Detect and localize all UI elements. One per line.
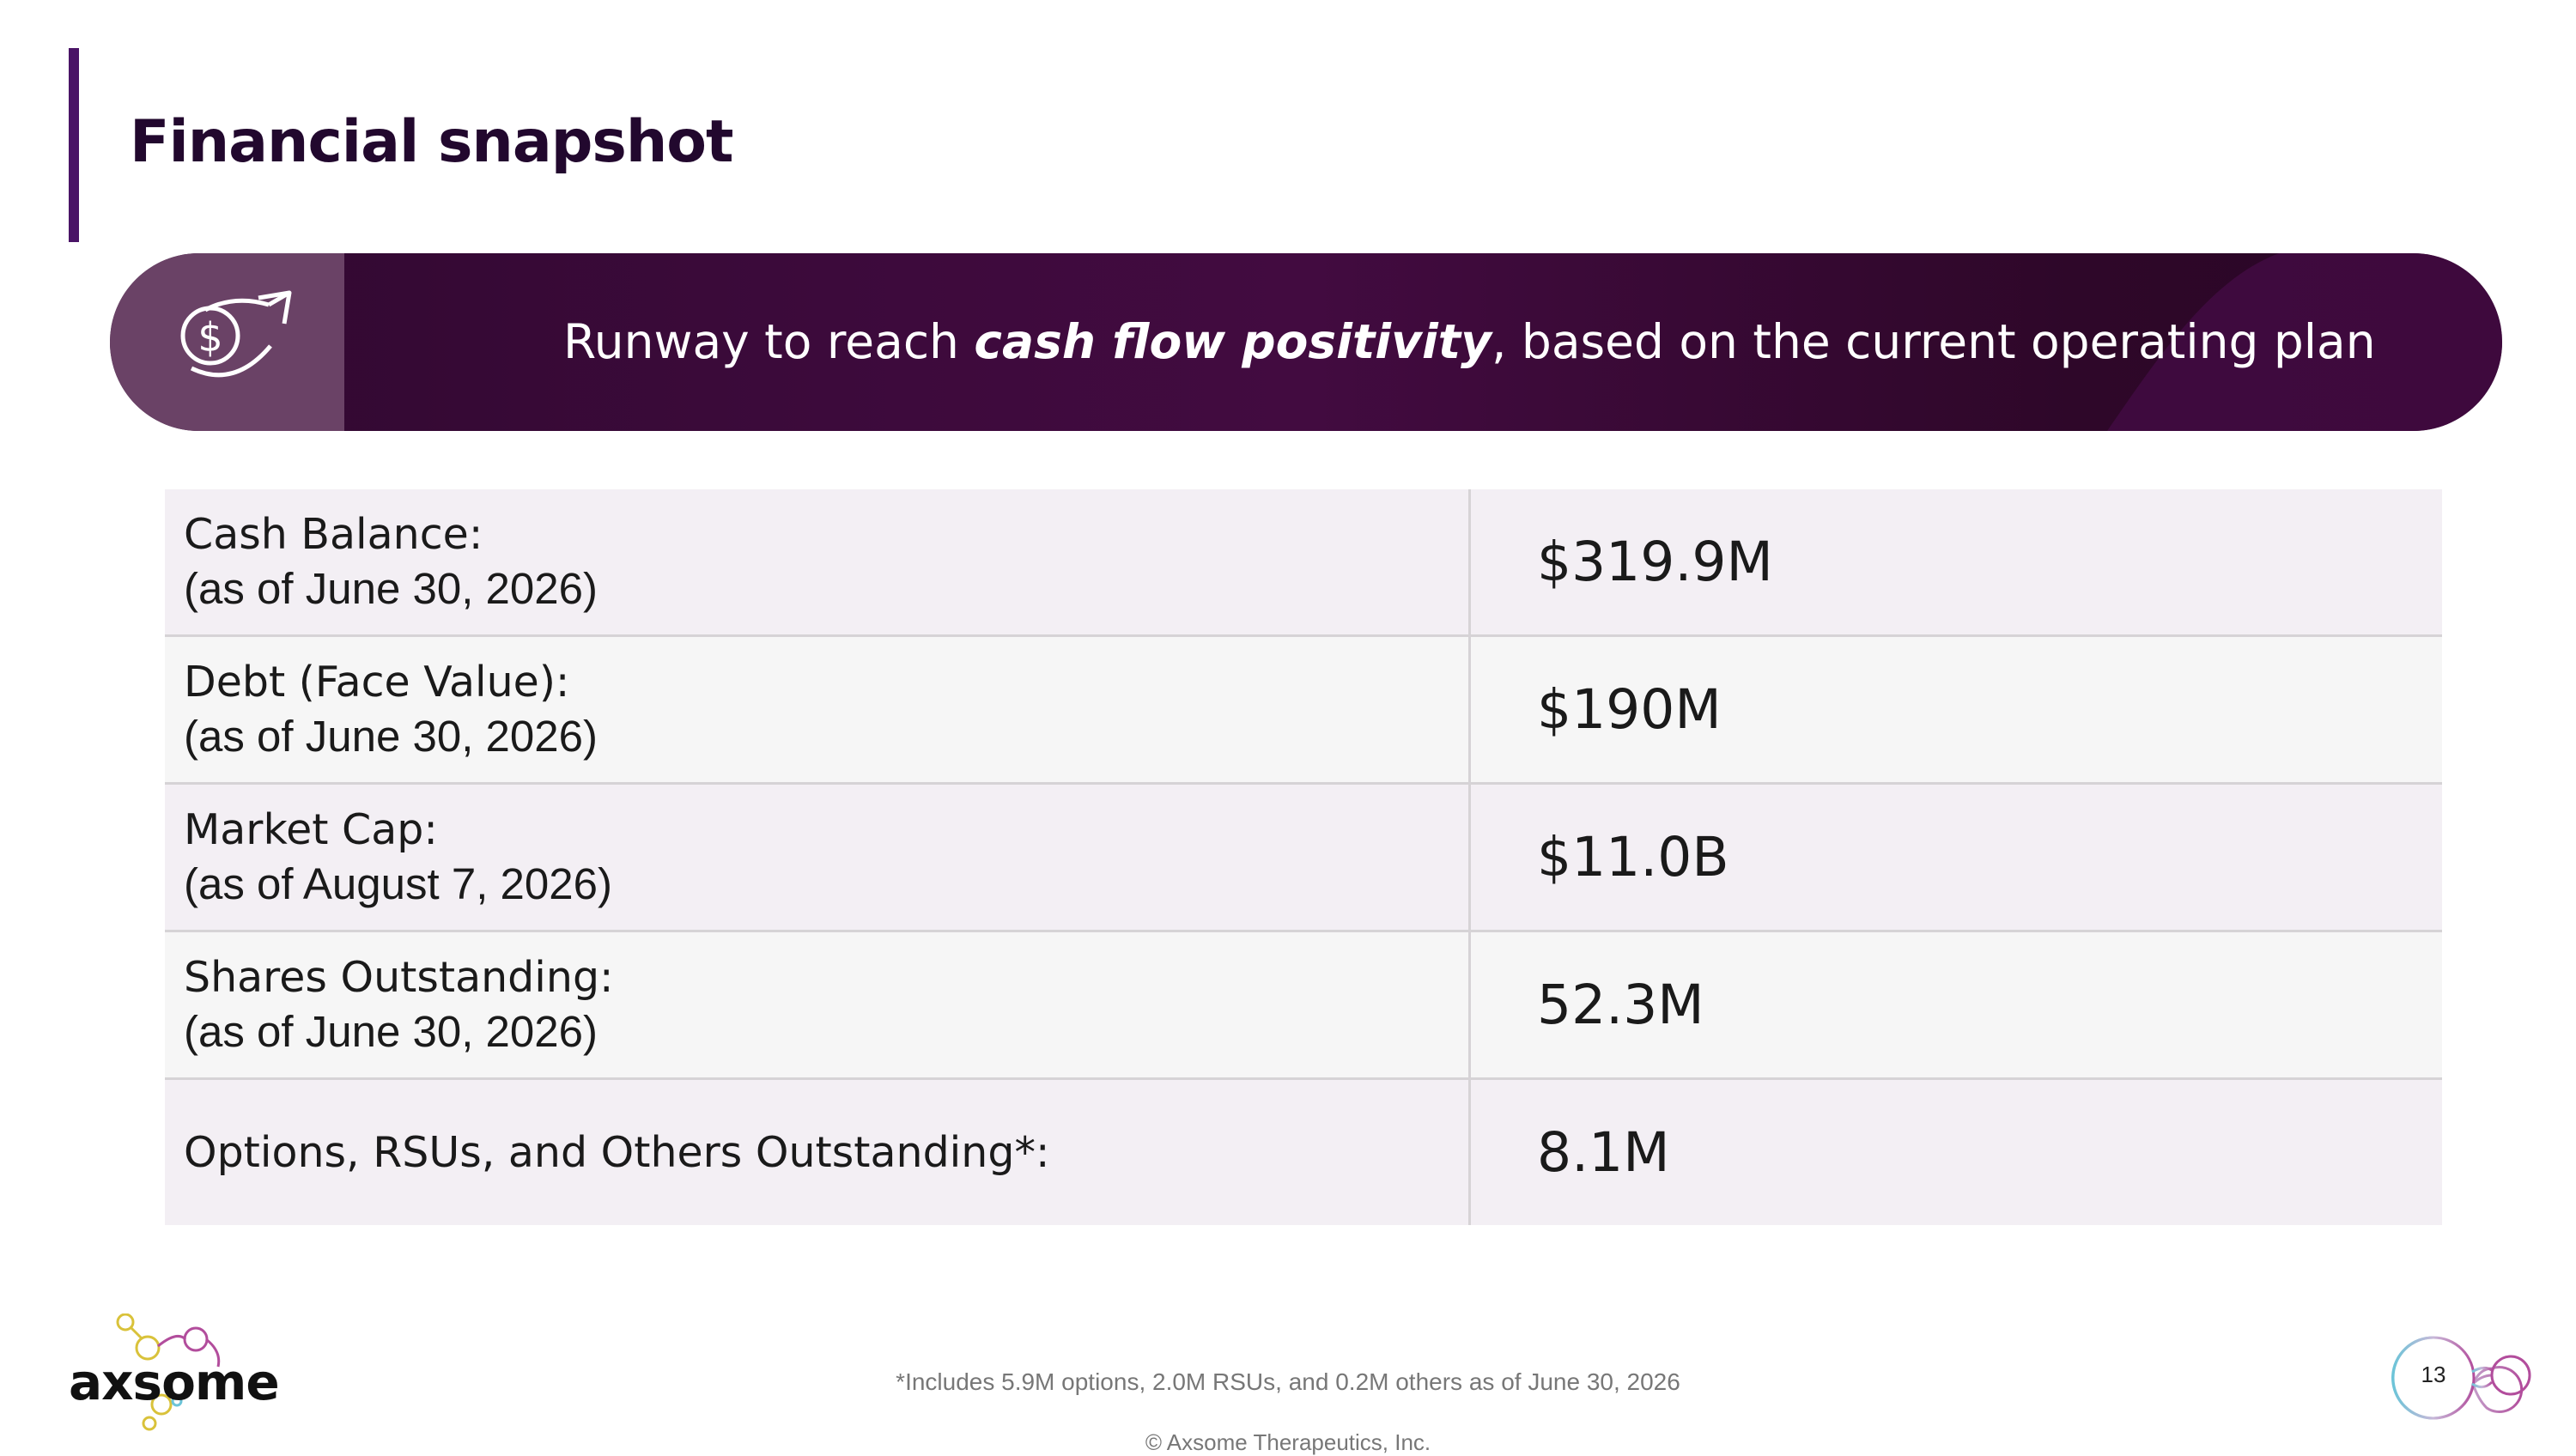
row-value: 8.1M (1537, 1121, 1670, 1184)
row-value: $319.9M (1537, 531, 1773, 593)
row-value: 52.3M (1537, 974, 1704, 1036)
dollar-arrow-icon: $ (180, 290, 292, 378)
banner-text: Runway to reach cash flow positivity, ba… (563, 314, 2376, 369)
table-row: Cash Balance: (as of June 30, 2026) $319… (165, 489, 2442, 637)
table-row: Options, RSUs, and Others Outstanding*: … (165, 1080, 2442, 1225)
page-number: 13 (2421, 1362, 2446, 1387)
copyright: © Axsome Therapeutics, Inc. (1145, 1429, 1431, 1455)
row-label-cell: Debt (Face Value): (as of June 30, 2026) (165, 637, 1471, 782)
row-label: Options, RSUs, and Others Outstanding*: (184, 1127, 1050, 1177)
svg-text:$: $ (197, 314, 222, 361)
row-date: (as of June 30, 2026) (184, 563, 598, 613)
table-row: Shares Outstanding: (as of June 30, 2026… (165, 932, 2442, 1080)
page-number-badge (2391, 1336, 2531, 1420)
banner-decoration (2107, 253, 2502, 431)
row-label: Cash Balance: (184, 509, 483, 559)
footnote: *Includes 5.9M options, 2.0M RSUs, and 0… (896, 1368, 1680, 1395)
row-date: (as of June 30, 2026) (184, 1006, 598, 1056)
axsome-logo-graphic (116, 1313, 221, 1431)
row-label: Debt (Face Value): (184, 657, 570, 707)
row-label-cell: Options, RSUs, and Others Outstanding*: (165, 1080, 1471, 1225)
title-accent-bar (69, 48, 79, 242)
row-label: Market Cap: (184, 804, 438, 854)
page-title: Financial snapshot (130, 108, 734, 176)
row-value: $190M (1537, 678, 1722, 741)
table-row: Market Cap: (as of August 7, 2026) $11.0… (165, 785, 2442, 932)
axsome-logo-text: axsome (69, 1353, 280, 1411)
row-label: Shares Outstanding: (184, 952, 614, 1002)
row-label-cell: Shares Outstanding: (as of June 30, 2026… (165, 932, 1471, 1077)
row-date: (as of June 30, 2026) (184, 711, 598, 761)
runway-banner: $ Runway to reach cash flow positivity, … (110, 253, 2502, 431)
financial-table: Cash Balance: (as of June 30, 2026) $319… (165, 489, 2442, 1225)
row-value: $11.0B (1537, 826, 1729, 889)
table-row: Debt (Face Value): (as of June 30, 2026)… (165, 637, 2442, 785)
row-label-cell: Market Cap: (as of August 7, 2026) (165, 785, 1471, 930)
row-date: (as of August 7, 2026) (184, 858, 612, 908)
banner-emphasis: cash flow positivity (974, 314, 1492, 369)
row-label-cell: Cash Balance: (as of June 30, 2026) (165, 489, 1471, 634)
banner-icon-box: $ (110, 253, 344, 431)
